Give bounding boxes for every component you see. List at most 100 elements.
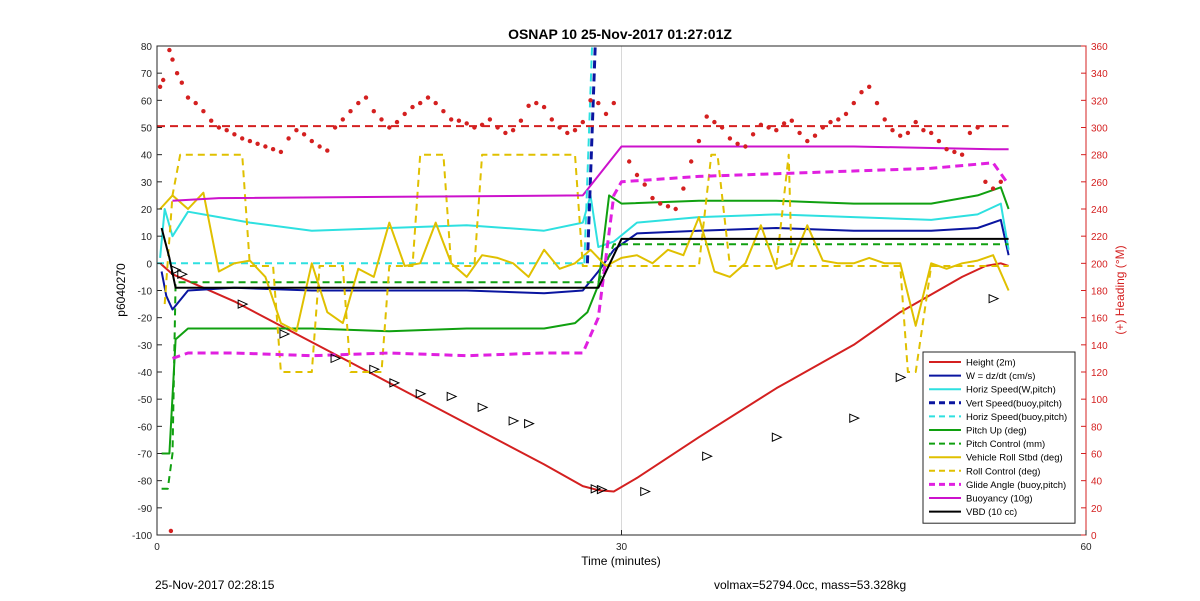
x-tick-label-0: 0 [154, 542, 160, 553]
height-marker-16 [771, 432, 783, 442]
height-marker-4 [330, 353, 342, 364]
footer-timestamp: 25-Nov-2017 02:28:15 [155, 578, 275, 592]
heading-point-4 [174, 71, 180, 76]
heading-point-8 [201, 109, 206, 114]
heading-point-89 [836, 117, 841, 122]
y-tick-label-17: -90 [138, 504, 153, 515]
heading-point-108 [983, 179, 988, 184]
heading-point-51 [534, 100, 539, 106]
heading-point-24 [325, 148, 330, 153]
heading-point-69 [681, 186, 686, 191]
heading-point-33 [394, 119, 400, 125]
series-line-0 [159, 262, 1009, 493]
heading-point-67 [665, 204, 671, 209]
heading-point-70 [689, 159, 694, 164]
heading-point-22 [309, 138, 314, 144]
heading-point-3 [170, 57, 175, 62]
heading-point-1 [161, 77, 166, 83]
legend-box [922, 351, 1076, 524]
heading-point-13 [240, 136, 245, 141]
series-line-8 [163, 153, 1009, 373]
heading-point-85 [805, 138, 810, 144]
y-tick-label-13: -50 [138, 395, 153, 406]
height-marker-20 [988, 293, 1000, 304]
heading-point-48 [510, 128, 516, 133]
heading-point-98 [905, 130, 911, 136]
heading-point-88 [828, 119, 833, 125]
y-tick-label-8: 0 [146, 259, 152, 270]
heading-point-52 [541, 104, 547, 110]
heading-point-109 [990, 186, 996, 191]
heading-point-25 [332, 125, 338, 130]
legend-label-6: Pitch Control (mm) [966, 439, 1045, 450]
y2-tick-label-6: 240 [1091, 205, 1108, 216]
heading-point-15 [255, 141, 260, 146]
y-tick-label-16: -80 [138, 477, 153, 488]
heading-point-106 [967, 130, 973, 136]
x-axis-label: Time (minutes) [581, 554, 661, 568]
heading-point-79 [758, 122, 764, 128]
y-tick-label-9: -10 [138, 287, 153, 298]
y2-tick-label-15: 60 [1091, 450, 1103, 461]
heading-point-58 [588, 98, 593, 103]
y2-tick-label-5: 260 [1091, 178, 1108, 189]
series-line-10 [172, 145, 1009, 202]
heading-point-78 [750, 132, 756, 137]
y-tick-label-12: -40 [138, 368, 153, 379]
height-marker-10 [508, 416, 520, 426]
heading-point-73 [712, 119, 717, 125]
heading-point-63 [634, 172, 640, 178]
y-tick-label-1: 70 [141, 69, 153, 80]
height-marker-6 [389, 378, 401, 388]
y-tick-label-10: -20 [138, 314, 153, 325]
heading-point-87 [820, 125, 825, 130]
series-line-6 [161, 243, 1009, 490]
y-tick-label-15: -70 [138, 450, 153, 461]
heading-point-14 [247, 138, 253, 144]
y-tick-label-7: 10 [141, 232, 153, 243]
y2-tick-label-1: 340 [1091, 69, 1108, 80]
heading-point-44 [479, 122, 485, 128]
height-marker-12 [590, 484, 602, 494]
heading-point-68 [673, 206, 678, 212]
heading-point-107 [975, 125, 980, 130]
heading-point-21 [301, 132, 307, 137]
y-tick-label-4: 40 [141, 151, 153, 162]
heading-point-91 [851, 100, 856, 106]
plot-area: 80706050403020100-10-20-30-40-50-60-70-8… [132, 42, 1108, 553]
heading-point-43 [472, 125, 477, 130]
heading-point-64 [642, 182, 647, 187]
heading-point-16 [263, 144, 268, 149]
height-marker-17 [849, 413, 860, 423]
legend-label-8: Roll Control (deg) [966, 466, 1040, 477]
heading-point-39 [441, 109, 446, 114]
y-tick-label-6: 20 [141, 205, 153, 216]
heading-point-11 [224, 128, 229, 133]
y2-tick-label-9: 180 [1091, 287, 1108, 298]
heading-point-105 [959, 152, 965, 157]
series-line-3 [585, 46, 597, 264]
series-line-5 [161, 186, 1010, 455]
y2-tick-label-4: 280 [1091, 151, 1108, 162]
heading-point-86 [812, 133, 818, 138]
y-tick-label-5: 30 [141, 178, 153, 189]
heading-point-74 [719, 125, 725, 130]
x-tick-label-1: 30 [616, 542, 628, 553]
y2-tick-label-7: 220 [1091, 232, 1108, 243]
y-tick-label-18: -100 [132, 531, 152, 542]
y-axis-label: p6040270 [114, 263, 128, 317]
legend-label-7: Vehicle Roll Stbd (deg) [966, 453, 1063, 464]
heading-point-62 [627, 159, 632, 164]
heading-point-34 [402, 111, 407, 117]
heading-point-75 [727, 136, 733, 141]
y2-tick-label-10: 160 [1091, 314, 1108, 325]
heading-point-57 [580, 119, 585, 125]
heading-point-56 [572, 128, 578, 133]
footer-volmax-mass: volmax=52794.0cc, mass=53.328kg [714, 578, 907, 592]
heading-point-6 [185, 95, 191, 100]
heading-point-49 [518, 118, 524, 123]
legend-label-5: Pitch Up (deg) [966, 426, 1027, 437]
heading-point-93 [867, 84, 872, 90]
spike-cyan [583, 46, 594, 264]
heading-point-23 [317, 144, 322, 149]
